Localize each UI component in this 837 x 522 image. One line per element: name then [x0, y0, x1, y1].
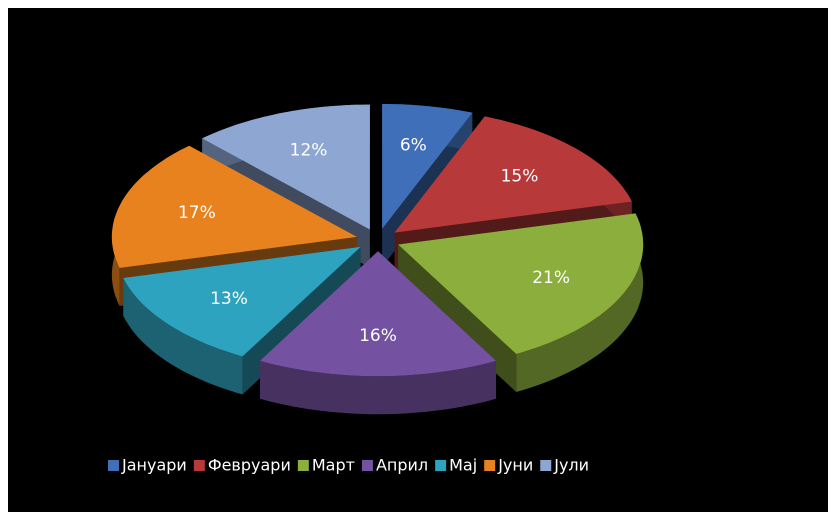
legend-swatch [484, 460, 496, 471]
data-label: 17% [178, 203, 216, 223]
legend-label: Мај [449, 456, 477, 475]
slice-top [202, 104, 370, 230]
legend-label: Март [312, 456, 355, 475]
legend-label: Јуни [497, 456, 533, 475]
slice-wall [260, 360, 496, 415]
data-label: 15% [501, 166, 539, 186]
slice [123, 246, 361, 395]
legend-label: Април [376, 456, 428, 475]
legend-swatch [435, 460, 447, 471]
data-label: 6% [400, 135, 427, 155]
slice-top [260, 251, 496, 377]
slice-top [398, 213, 644, 354]
legend-label: Јули [553, 456, 589, 475]
data-label: 13% [210, 289, 248, 309]
legend-label: Јануари [121, 456, 187, 475]
slice-wall [123, 278, 243, 395]
slice-top [123, 246, 361, 357]
legend-swatch [297, 460, 309, 471]
slice-top [394, 116, 632, 233]
slice-top [382, 104, 473, 229]
legend-label: Февруари [208, 456, 291, 475]
legend-swatch [108, 460, 119, 471]
legend-swatch [361, 460, 373, 471]
data-label: 12% [290, 141, 328, 161]
slice [260, 251, 496, 415]
legend-swatch [540, 460, 552, 471]
legend-swatch [193, 460, 205, 471]
data-label: 21% [532, 268, 570, 288]
slice-wall [516, 213, 644, 392]
data-label: 16% [359, 326, 397, 346]
slice-top [111, 145, 357, 268]
